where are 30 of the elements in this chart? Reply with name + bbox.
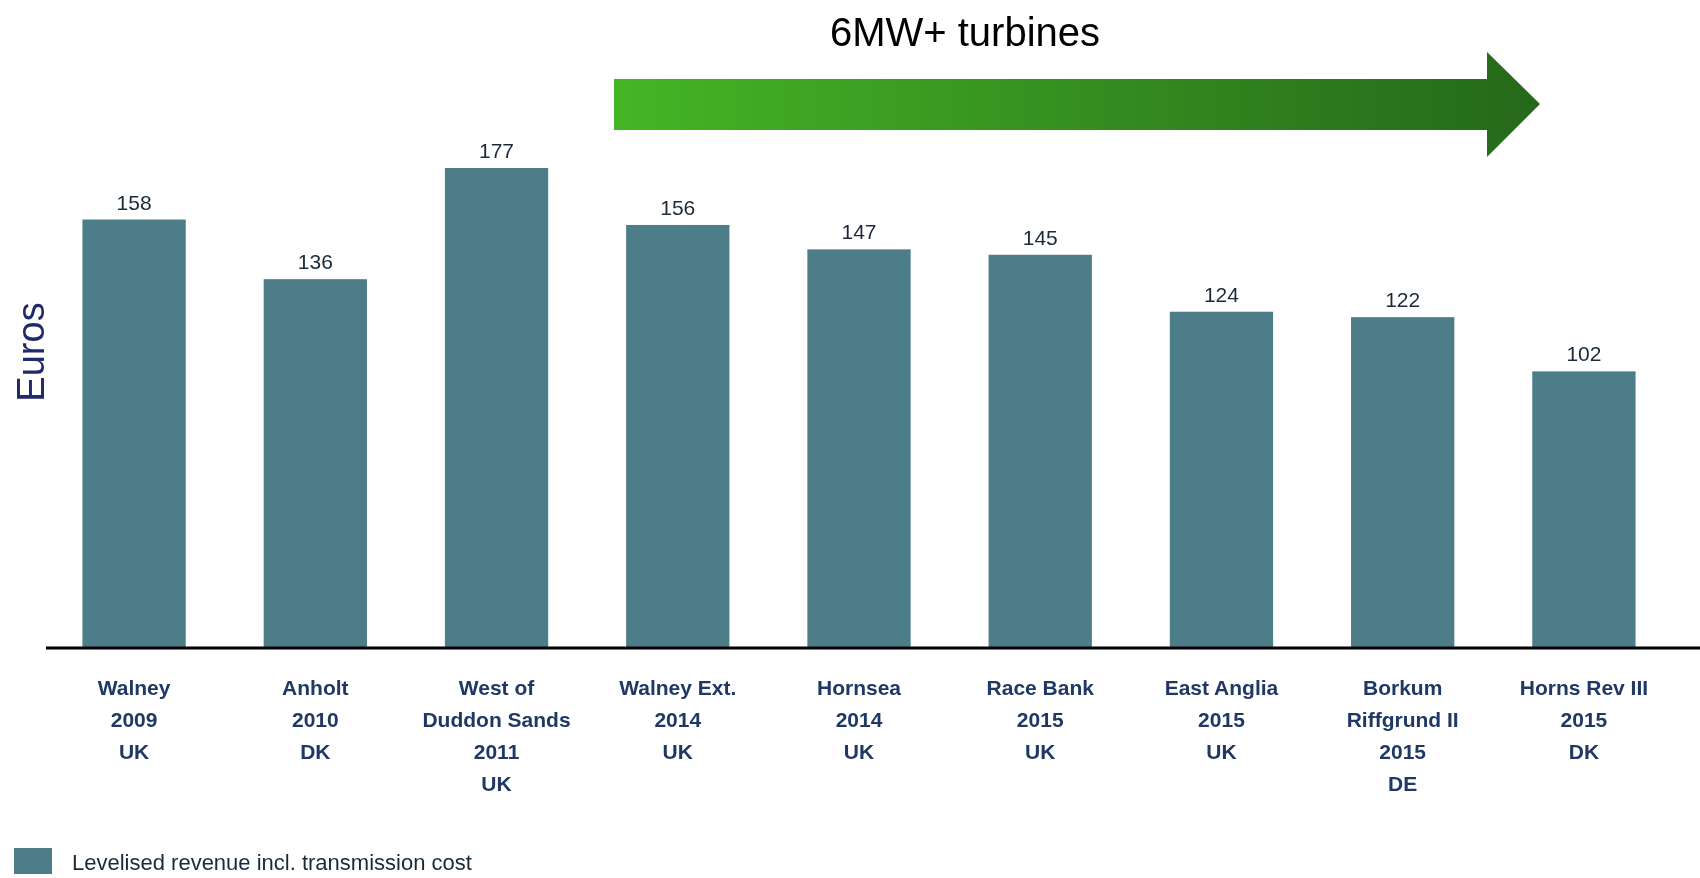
y-axis-title: Euros xyxy=(10,302,52,402)
x-tick-label: Walney Ext. 2014 UK xyxy=(619,676,737,763)
data-label: 158 xyxy=(116,190,152,214)
data-label: 124 xyxy=(1203,282,1240,306)
data-label: 145 xyxy=(1022,225,1058,249)
bar xyxy=(988,254,1092,648)
x-tick-label: Horns Rev III 2015 DK xyxy=(1519,676,1649,763)
x-tick-label: East Anglia 2015 UK xyxy=(1164,676,1279,763)
bar xyxy=(1532,371,1636,648)
bar xyxy=(626,224,730,648)
x-tick-label: Borkum Riffgrund II 2015 DE xyxy=(1346,676,1459,795)
data-label: 177 xyxy=(479,139,515,162)
data-label: 156 xyxy=(660,195,696,219)
bar xyxy=(444,168,549,648)
legend-label: Levelised revenue incl. transmission cost xyxy=(72,850,472,875)
x-tick-label: Walney 2009 UK xyxy=(97,676,171,763)
data-label: 136 xyxy=(297,250,333,274)
x-tick-label: West of Duddon Sands 2011 UK xyxy=(422,676,571,795)
bar xyxy=(807,249,911,648)
x-tick-label: Race Bank 2015 UK xyxy=(986,676,1095,763)
text: 6MW+ turbines xyxy=(829,10,1101,54)
data-label: 102 xyxy=(1566,342,1602,366)
x-tick-label: Anholt 2010 DK xyxy=(282,676,349,763)
data-label: 147 xyxy=(841,220,877,244)
data-label: 122 xyxy=(1385,288,1421,312)
bar xyxy=(1351,317,1455,648)
bar xyxy=(1169,311,1274,648)
bar xyxy=(263,279,367,648)
x-tick-label: Hornsea 2014 UK xyxy=(816,676,902,763)
bar xyxy=(82,219,186,648)
